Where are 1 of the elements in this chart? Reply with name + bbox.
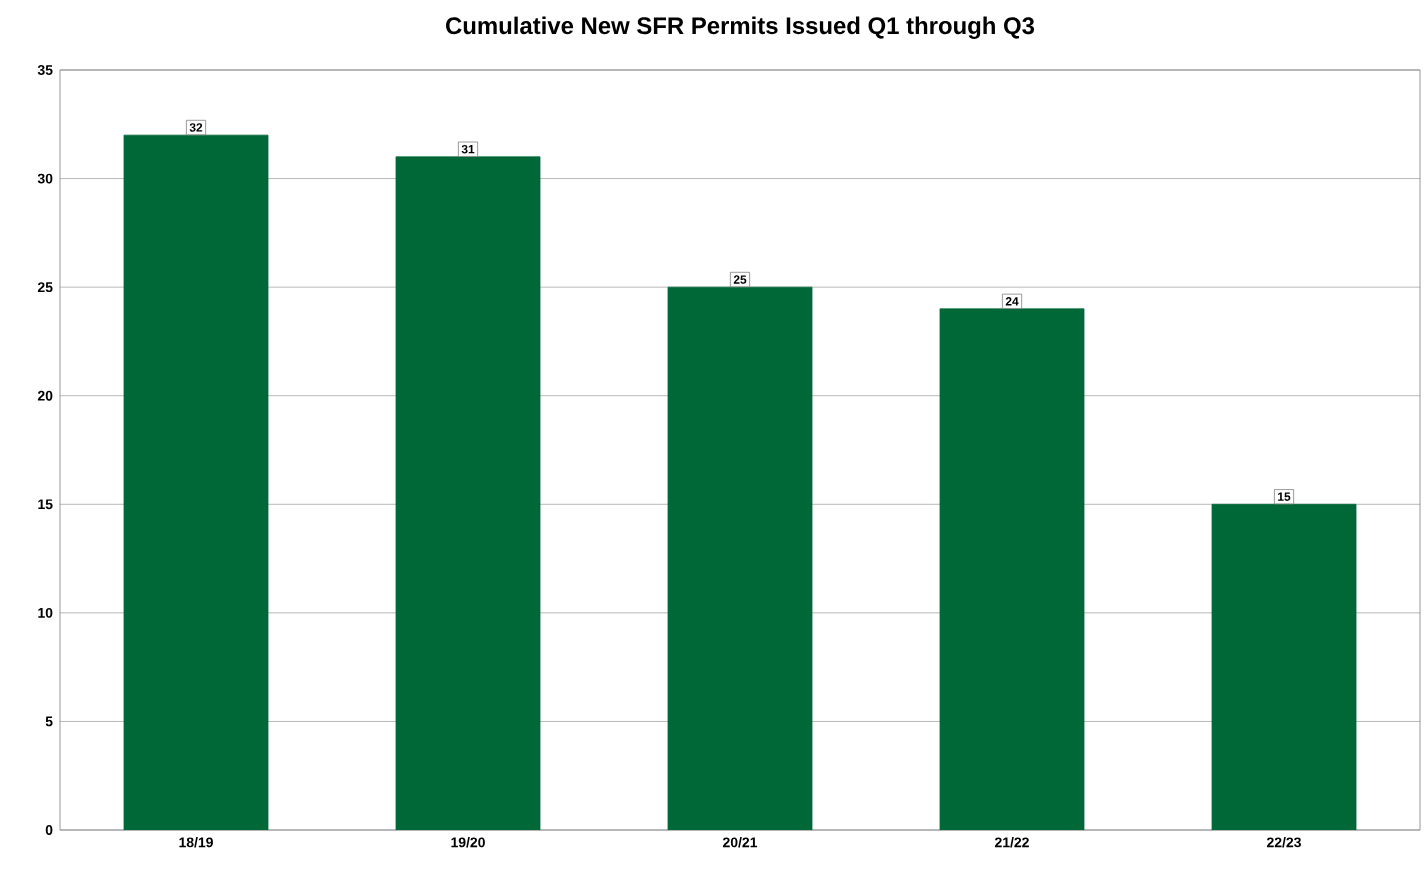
chart-title: Cumulative New SFR Permits Issued Q1 through Q3	[446, 16, 1035, 39]
